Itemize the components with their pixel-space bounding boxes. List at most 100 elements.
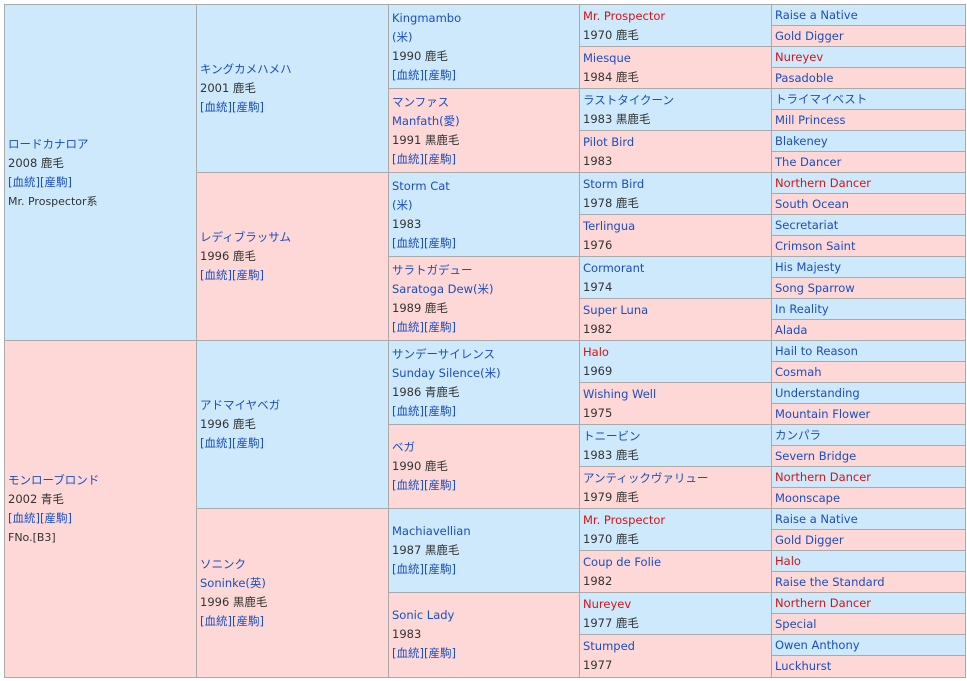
- pedigree-link[interactable]: [血統]: [8, 510, 40, 525]
- pedigree-link[interactable]: [血統]: [200, 268, 232, 283]
- horse-name-link[interactable]: Coup de Folie: [583, 554, 662, 569]
- pedigree-link[interactable]: [血統]: [392, 478, 424, 493]
- horse-name-link[interactable]: Song Sparrow: [775, 280, 855, 295]
- horse-name-link[interactable]: Hail to Reason: [775, 343, 858, 358]
- horse-alt-name-link[interactable]: Saratoga Dew(米): [392, 281, 494, 296]
- produce-link[interactable]: [産駒]: [231, 436, 264, 451]
- horse-name-link[interactable]: Halo: [775, 553, 801, 568]
- horse-name-link[interactable]: アンティックヴァリュー: [583, 470, 709, 485]
- produce-link[interactable]: [産駒]: [231, 613, 264, 628]
- gen4-cell: Nureyev 1977 鹿毛: [579, 592, 772, 636]
- horse-name-link[interactable]: Storm Bird: [583, 176, 645, 191]
- horse-name-link[interactable]: Sonic Lady: [392, 608, 455, 623]
- horse-alt-name-link[interactable]: Sunday Silence(米): [392, 365, 501, 380]
- horse-name-link[interactable]: Nureyev: [583, 596, 632, 611]
- horse-name-link[interactable]: トライマイベスト: [775, 91, 868, 106]
- produce-link[interactable]: [産駒]: [423, 403, 456, 418]
- pedigree-link[interactable]: [血統]: [392, 235, 424, 250]
- horse-name-link[interactable]: Pilot Bird: [583, 134, 635, 149]
- produce-link[interactable]: [産駒]: [39, 510, 72, 525]
- horse-name-link[interactable]: Gold Digger: [775, 28, 844, 43]
- horse-name-link[interactable]: Stumped: [583, 638, 635, 653]
- pedigree-link[interactable]: [血統]: [392, 67, 424, 82]
- produce-link[interactable]: [産駒]: [423, 478, 456, 493]
- produce-link[interactable]: [産駒]: [423, 67, 456, 82]
- horse-name-link[interactable]: Wishing Well: [583, 386, 657, 401]
- horse-name-link[interactable]: Moonscape: [775, 490, 841, 505]
- produce-link[interactable]: [産駒]: [39, 174, 72, 189]
- pedigree-link[interactable]: [血統]: [200, 436, 232, 451]
- pedigree-link[interactable]: [血統]: [392, 646, 424, 661]
- produce-link[interactable]: [産駒]: [231, 100, 264, 115]
- horse-name-link[interactable]: Raise a Native: [775, 511, 858, 526]
- horse-name-link[interactable]: The Dancer: [775, 154, 842, 169]
- horse-name-link[interactable]: サンデーサイレンス: [392, 346, 496, 361]
- produce-link[interactable]: [産駒]: [423, 562, 456, 577]
- horse-name-link[interactable]: Raise a Native: [775, 7, 858, 22]
- horse-name-link[interactable]: Halo: [583, 344, 609, 359]
- horse-alt-name-link[interactable]: (米): [392, 197, 413, 212]
- pedigree-link[interactable]: [血統]: [392, 151, 424, 166]
- pedigree-link[interactable]: [血統]: [392, 562, 424, 577]
- horse-name-link[interactable]: Nureyev: [775, 49, 824, 64]
- horse-name-link[interactable]: Severn Bridge: [775, 448, 857, 463]
- horse-name-link[interactable]: Luckhurst: [775, 658, 832, 673]
- horse-name-link[interactable]: Blakeney: [775, 133, 828, 148]
- birth-year-color: 1983 黒鹿毛: [583, 111, 651, 126]
- horse-name-link[interactable]: トニービン: [583, 428, 641, 443]
- horse-alt-name-link[interactable]: Manfath(愛): [392, 113, 460, 128]
- horse-name-link[interactable]: ロードカナロア: [8, 136, 89, 151]
- horse-name-link[interactable]: Kingmambo: [392, 10, 462, 25]
- produce-link[interactable]: [産駒]: [423, 235, 456, 250]
- horse-name-link[interactable]: Cosmah: [775, 364, 822, 379]
- horse-name-link[interactable]: Owen Anthony: [775, 637, 860, 652]
- horse-name-link[interactable]: キングカメハメハ: [200, 62, 292, 77]
- produce-link[interactable]: [産駒]: [423, 646, 456, 661]
- horse-name-link[interactable]: Storm Cat: [392, 178, 450, 193]
- horse-name-link[interactable]: モンローブロンド: [8, 472, 100, 487]
- horse-name-link[interactable]: Mill Princess: [775, 112, 846, 127]
- horse-name-link[interactable]: Cormorant: [583, 260, 645, 275]
- horse-name-link[interactable]: ソニンク: [200, 556, 246, 571]
- horse-name-link[interactable]: Special: [775, 616, 817, 631]
- horse-name-link[interactable]: Terlingua: [583, 218, 636, 233]
- horse-name-link[interactable]: Super Luna: [583, 302, 649, 317]
- horse-name-link[interactable]: Understanding: [775, 385, 860, 400]
- horse-name-link[interactable]: マンファス: [392, 94, 450, 109]
- horse-name-link[interactable]: Machiavellian: [392, 524, 471, 539]
- horse-name-link[interactable]: ラストタイクーン: [583, 92, 674, 107]
- pedigree-link[interactable]: [血統]: [200, 100, 232, 115]
- horse-name-link[interactable]: Northern Dancer: [775, 469, 872, 484]
- horse-name-link[interactable]: カンパラ: [775, 427, 821, 442]
- pedigree-link[interactable]: [血統]: [8, 174, 40, 189]
- produce-link[interactable]: [産駒]: [423, 151, 456, 166]
- horse-name-link[interactable]: Mr. Prospector: [583, 512, 666, 527]
- horse-name-link[interactable]: レディブラッサム: [200, 230, 291, 245]
- horse-alt-name-link[interactable]: (米): [392, 29, 413, 44]
- horse-name-link[interactable]: Secretariat: [775, 217, 839, 232]
- produce-link[interactable]: [産駒]: [231, 268, 264, 283]
- horse-name-link[interactable]: Pasadoble: [775, 70, 834, 85]
- horse-name-link[interactable]: South Ocean: [775, 196, 849, 211]
- horse-name-link[interactable]: Raise the Standard: [775, 574, 885, 589]
- horse-name-link[interactable]: In Reality: [775, 301, 829, 316]
- produce-link[interactable]: [産駒]: [423, 319, 456, 334]
- horse-name-link[interactable]: Crimson Saint: [775, 238, 856, 253]
- horse-name-link[interactable]: Northern Dancer: [775, 595, 872, 610]
- horse-name-link[interactable]: アドマイヤベガ: [200, 398, 281, 413]
- horse-name-link[interactable]: Alada: [775, 322, 808, 337]
- horse-name-link[interactable]: Mr. Prospector: [583, 8, 666, 23]
- horse-name-link[interactable]: サラトガデュー: [392, 262, 473, 277]
- horse-name-link[interactable]: His Majesty: [775, 259, 842, 274]
- gen3-links: [血統][産駒]: [392, 644, 576, 663]
- horse-name-link[interactable]: Mountain Flower: [775, 406, 871, 421]
- horse-alt-name-link[interactable]: Soninke(英): [200, 575, 266, 590]
- horse-name-link[interactable]: ベガ: [392, 440, 415, 455]
- horse-name-link[interactable]: Northern Dancer: [775, 175, 872, 190]
- horse-name-link[interactable]: Gold Digger: [775, 532, 844, 547]
- pedigree-link[interactable]: [血統]: [392, 403, 424, 418]
- pedigree-link[interactable]: [血統]: [392, 319, 424, 334]
- pedigree-link[interactable]: [血統]: [200, 613, 232, 628]
- gen4-cell: Stumped 1977: [579, 634, 772, 678]
- horse-name-link[interactable]: Miesque: [583, 50, 631, 65]
